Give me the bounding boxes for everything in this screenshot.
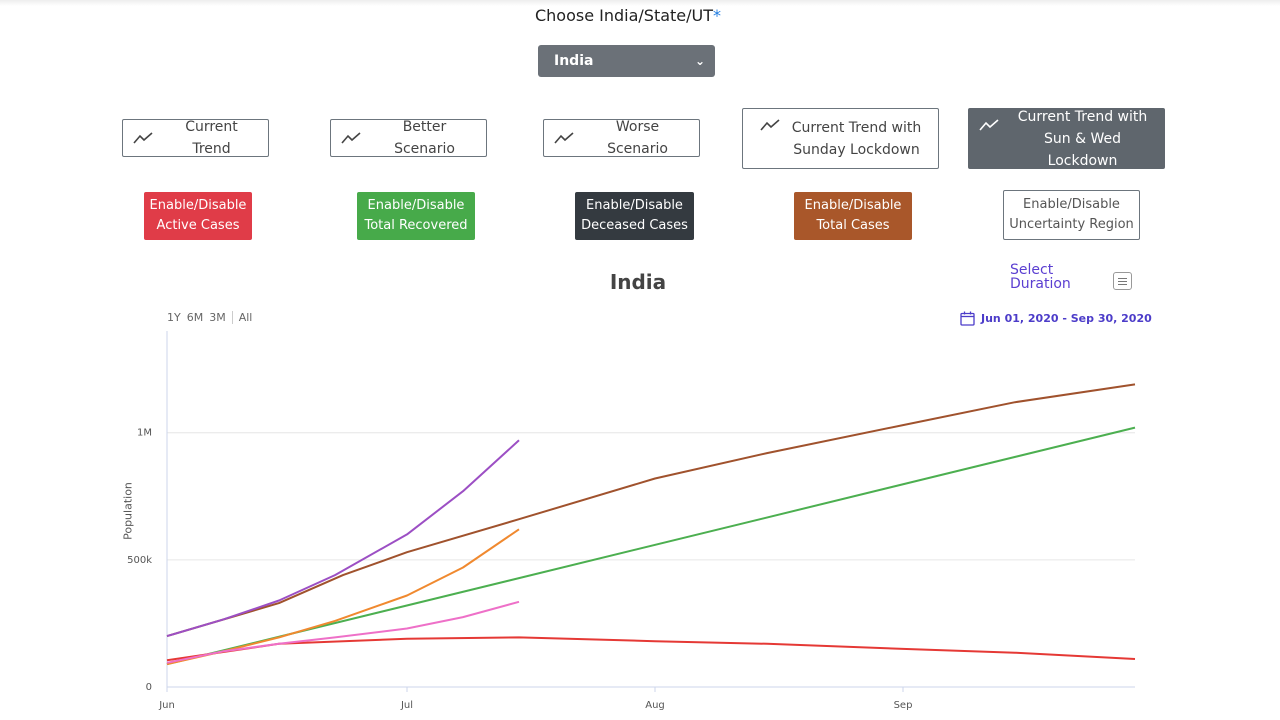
y-tick-label: 0 [146, 682, 152, 693]
select-duration-line2: Duration [1010, 276, 1071, 292]
y-tick-label: 1M [137, 428, 152, 439]
trend-line-icon [760, 119, 780, 131]
toggle-active-cases-button[interactable]: Enable/Disable Active Cases [144, 192, 252, 240]
toggle-total-cases-line2: Total Cases [816, 218, 890, 233]
y-tick-label: 500k [127, 555, 152, 566]
range-all-button[interactable]: All [231, 311, 252, 324]
x-tick-label: Jun [158, 700, 175, 711]
toggle-total-recovered-line1: Enable/Disable [367, 198, 465, 213]
toggle-uncertainty-line1: Enable/Disable [1023, 197, 1120, 212]
toggle-total-recovered-line2: Total Recovered [364, 218, 468, 233]
worse-scenario-button[interactable]: Worse Scenario [543, 119, 700, 157]
sunday-lockdown-button[interactable]: Current Trend with Sunday Lockdown [742, 108, 939, 169]
date-range-text: Jun 01, 2020 - Sep 30, 2020 [981, 312, 1152, 325]
current-trend-label: Current Trend [185, 119, 238, 157]
current-trend-button[interactable]: Current Trend [122, 119, 269, 157]
trend-line-icon [133, 132, 153, 144]
sun-wed-lockdown-label-line1: Current Trend with [1017, 108, 1148, 125]
toggle-deceased-cases-line2: Deceased Cases [581, 218, 688, 233]
range-6m-button[interactable]: 6M [186, 311, 204, 324]
calendar-icon [960, 311, 975, 326]
toggle-total-recovered-button[interactable]: Enable/Disable Total Recovered [357, 192, 475, 240]
chart-menu-icon[interactable] [1113, 272, 1132, 290]
select-duration-link[interactable]: Select Duration [1010, 263, 1071, 291]
x-tick-label: Jul [400, 700, 413, 711]
sun-wed-lockdown-label: Current Trend with Sun & Wed Lockdown [1011, 106, 1154, 172]
region-selector-label: Choose India/State/UT* [0, 6, 1256, 25]
trend-line-icon [979, 119, 999, 131]
range-1y-button[interactable]: 1Y [167, 311, 181, 324]
range-3m-button[interactable]: 3M [209, 311, 226, 324]
range-selector: 1Y 6M 3M All [167, 311, 258, 324]
sun-wed-lockdown-label-line2: Sun & Wed Lockdown [1044, 130, 1121, 169]
sunday-lockdown-label-line2: Sunday Lockdown [793, 141, 920, 158]
chevron-down-icon: ⌄ [694, 54, 705, 68]
region-select[interactable]: India ⌄ [538, 45, 715, 77]
sun-wed-lockdown-button[interactable]: Current Trend with Sun & Wed Lockdown [968, 108, 1165, 169]
series-line-2 [166, 636, 1136, 662]
date-range-picker[interactable]: Jun 01, 2020 - Sep 30, 2020 [960, 311, 1152, 326]
toggle-deceased-cases-line1: Enable/Disable [586, 198, 683, 213]
toggle-deceased-cases-button[interactable]: Enable/Disable Deceased Cases [575, 192, 694, 240]
toggle-uncertainty-line2: Uncertainty Region [1009, 217, 1134, 232]
y-axis-title: Population [121, 482, 135, 540]
series-line-0 [166, 383, 1136, 638]
trend-line-icon [554, 132, 574, 144]
select-duration-line1: Select [1010, 262, 1054, 278]
series-line-4 [166, 528, 520, 666]
sunday-lockdown-label: Current Trend with Sunday Lockdown [792, 117, 922, 161]
series-line-3 [166, 439, 520, 638]
trend-line-icon [341, 132, 361, 144]
toggle-active-cases-line1: Enable/Disable [149, 198, 247, 213]
x-tick-label: Sep [894, 700, 913, 711]
series-line-5 [166, 600, 520, 664]
series-line-1 [166, 426, 1136, 666]
chart-title: India [609, 270, 667, 294]
top-shadow [0, 0, 1280, 6]
required-mark: * [713, 6, 722, 25]
region-select-value: India [554, 53, 594, 69]
sunday-lockdown-label-line1: Current Trend with [791, 119, 922, 136]
toggle-total-cases-button[interactable]: Enable/Disable Total Cases [794, 192, 912, 240]
toggle-total-cases-line1: Enable/Disable [804, 198, 902, 213]
worse-scenario-label: Worse Scenario [607, 119, 668, 157]
toggle-active-cases-line2: Active Cases [156, 218, 240, 233]
toggle-uncertainty-region-button[interactable]: Enable/Disable Uncertainty Region [1003, 190, 1140, 240]
region-selector-label-text: Choose India/State/UT [534, 6, 714, 25]
better-scenario-button[interactable]: Better Scenario [330, 119, 487, 157]
x-tick-label: Aug [645, 700, 665, 711]
better-scenario-label: Better Scenario [394, 119, 455, 157]
